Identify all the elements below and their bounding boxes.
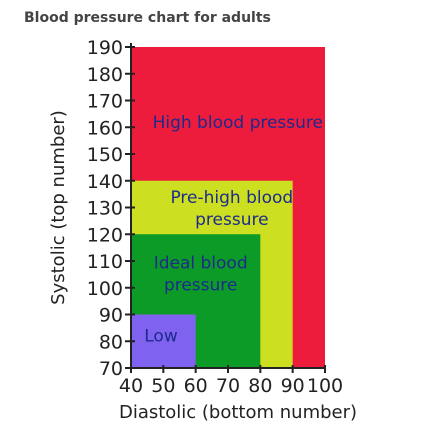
y-tick-label-140: 140	[87, 171, 123, 193]
y-tick-label-190: 190	[87, 37, 123, 59]
zones-layer	[131, 47, 325, 368]
y-tick-label-120: 120	[87, 224, 123, 246]
y-tick-label-180: 180	[87, 64, 123, 86]
x-tick-label-60: 60	[184, 375, 208, 397]
x-tick-label-40: 40	[119, 375, 143, 397]
y-tick-label-100: 100	[87, 278, 123, 300]
y-tick-label-90: 90	[99, 305, 123, 327]
chart-title: Blood pressure chart for adults	[24, 10, 271, 26]
zone-label-low-line-1: Low	[144, 327, 178, 347]
x-tick-label-80: 80	[248, 375, 272, 397]
y-tick-label-130: 130	[87, 198, 123, 220]
x-tick-label-90: 90	[281, 375, 305, 397]
zone-low	[131, 314, 196, 368]
y-tick-label-70: 70	[99, 358, 123, 380]
y-tick-label-80: 80	[99, 331, 123, 353]
y-tick-label-160: 160	[87, 117, 123, 139]
zone-label-pre-high-blood-pressure-line-1: Pre-high blood	[170, 188, 293, 208]
y-tick-label-170: 170	[87, 91, 123, 113]
zone-label-ideal-blood-pressure-line-2: pressure	[164, 275, 237, 295]
y-tick-label-110: 110	[87, 251, 123, 273]
x-tick-label-70: 70	[216, 375, 240, 397]
zone-label-high-blood-pressure-line-1: High blood pressure	[153, 113, 323, 133]
x-tick-label-100: 100	[307, 375, 343, 397]
x-axis-label: Diastolic (bottom number)	[119, 402, 357, 423]
zone-label-ideal-blood-pressure-line-1: Ideal blood	[154, 253, 248, 273]
zone-label-pre-high-blood-pressure-line-2: pressure	[195, 210, 268, 230]
y-axis-label: Systolic (top number)	[48, 110, 69, 305]
y-tick-label-150: 150	[87, 144, 123, 166]
x-tick-label-50: 50	[151, 375, 175, 397]
